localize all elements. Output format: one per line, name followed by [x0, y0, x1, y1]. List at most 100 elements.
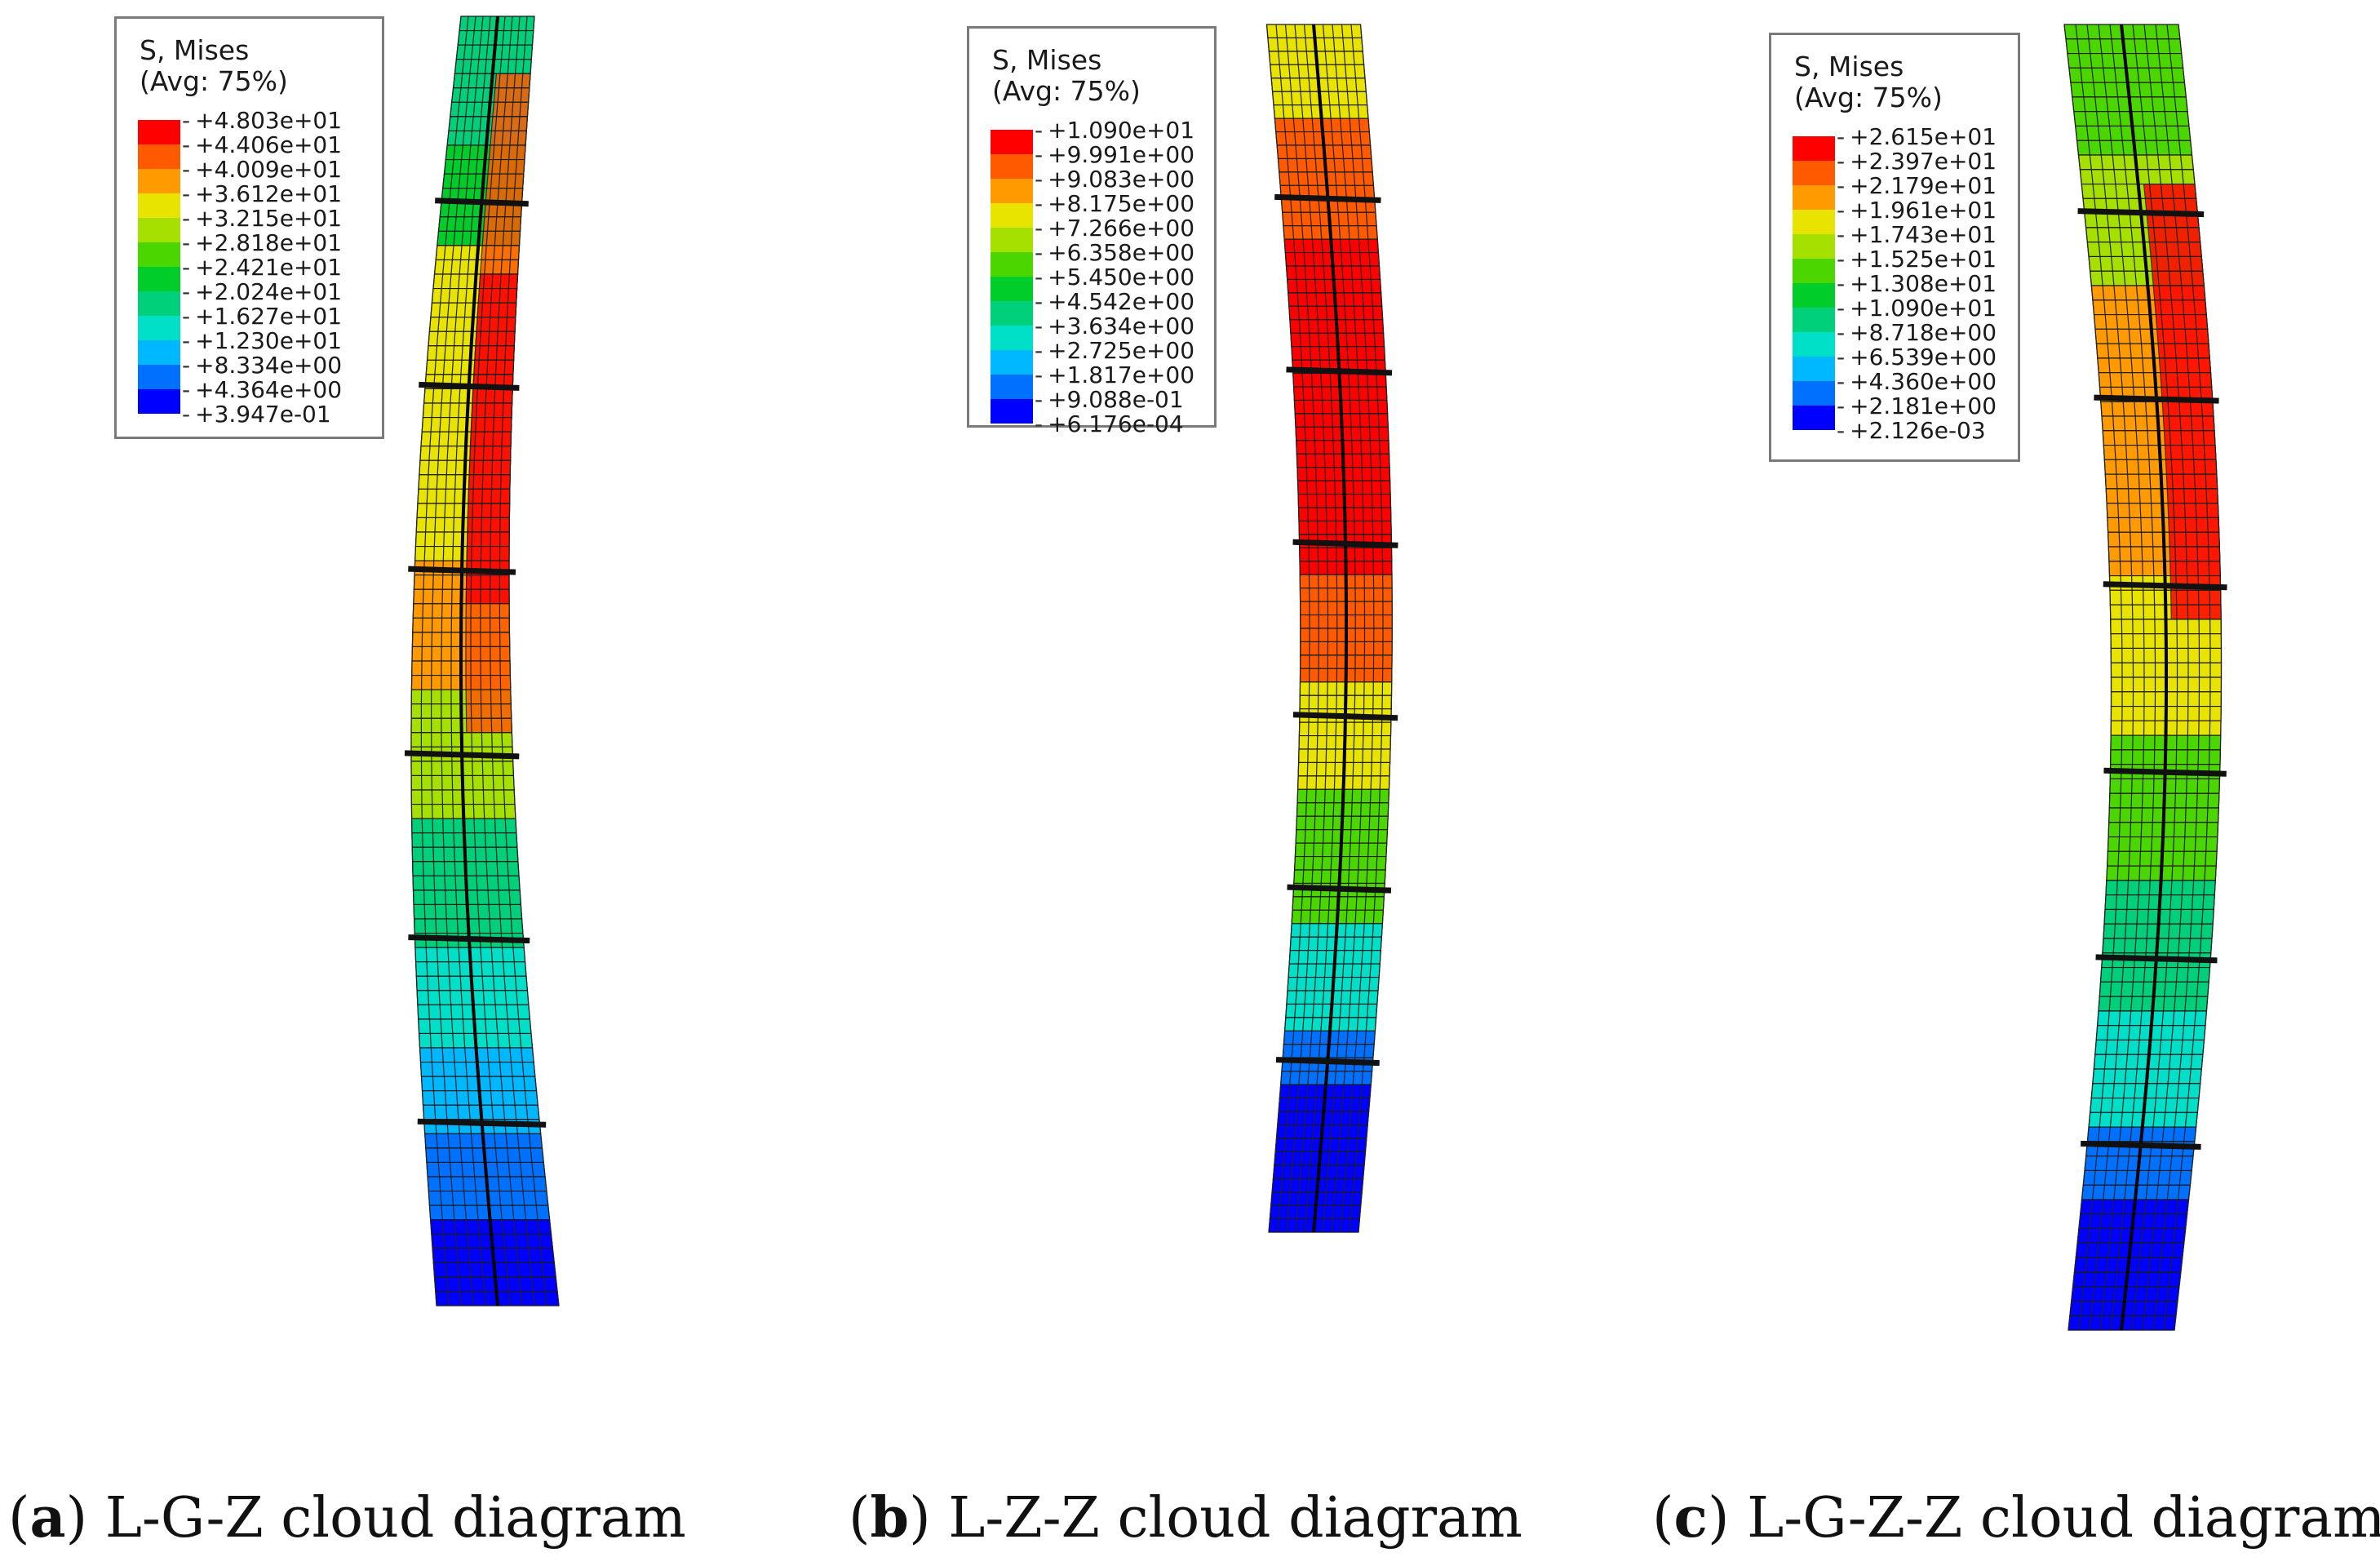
- caption-letter: a: [29, 1485, 66, 1550]
- legend-swatch: [1793, 308, 1835, 332]
- stress-hotspot: [2170, 604, 2222, 620]
- legend-value: +2.818e+01: [182, 231, 342, 255]
- panel-a: S, Mises (Avg: 75%) +4.803e+01 +4.406e+0…: [0, 0, 800, 1566]
- mesh-line: [1358, 24, 1393, 1233]
- mesh-line: [1340, 24, 1375, 1233]
- batten-plate: [1292, 539, 1398, 548]
- stress-hotspot: [2143, 183, 2197, 199]
- column-contour-b: [1265, 24, 1398, 1233]
- legend-value: +3.947e-01: [182, 402, 342, 427]
- batten-plate: [2103, 581, 2227, 591]
- legend-swatch: [138, 389, 180, 414]
- legend-value: +4.406e+01: [182, 133, 342, 157]
- stress-hotspot: [2154, 299, 2207, 316]
- legend-value: +4.542e+00: [1035, 290, 1194, 314]
- legend-value: +2.126e-03: [1837, 419, 1997, 443]
- legend-value: +1.961e+01: [1837, 198, 1997, 223]
- stress-hotspot: [2169, 546, 2221, 562]
- legend-swatch: [1793, 259, 1835, 283]
- legend-swatch: [991, 130, 1033, 154]
- legend-swatch: [138, 169, 180, 193]
- caption-text: L-G-Z cloud diagram: [104, 1486, 686, 1550]
- legend-swatch: [1793, 234, 1835, 259]
- mesh-line: [1312, 24, 1348, 1233]
- batten-plate: [404, 750, 520, 760]
- batten-plate: [417, 1118, 547, 1128]
- mesh-line: [431, 16, 476, 1306]
- mesh-line: [459, 16, 499, 1306]
- legend-value: +2.615e+01: [1837, 125, 1997, 149]
- mesh-line: [410, 16, 462, 1306]
- stress-hotspot: [2147, 227, 2201, 243]
- legend-swatch: [991, 375, 1033, 399]
- legend-value: +2.181e+00: [1837, 394, 1997, 419]
- mesh-line: [499, 16, 547, 1306]
- stress-hotspot: [2167, 503, 2219, 519]
- legend-swatch: [991, 179, 1033, 203]
- batten-plate: [435, 197, 529, 207]
- legend-value: +6.539e+00: [1837, 345, 1997, 370]
- legend-swatch: [991, 203, 1033, 228]
- stress-hotspot: [2158, 357, 2212, 374]
- legend-color-bar: [991, 130, 1033, 424]
- legend-subtitle: (Avg: 75%): [140, 65, 288, 97]
- batten-plate: [2095, 954, 2218, 964]
- legend-value: +2.421e+01: [182, 255, 342, 280]
- legend-title: S, Mises: [140, 34, 250, 66]
- legend-value: +1.743e+01: [1837, 223, 1997, 247]
- stress-hotspot: [2162, 415, 2215, 432]
- caption-b: (b) L-Z-Z cloud diagram: [849, 1485, 1523, 1550]
- legend-value: +8.175e+00: [1035, 192, 1194, 216]
- batten-plate: [419, 381, 520, 391]
- legend-swatch: [138, 120, 180, 144]
- legend-value: +4.803e+01: [182, 109, 342, 133]
- mesh-line: [420, 16, 469, 1306]
- legend-swatch: [991, 228, 1033, 252]
- legend-value: +6.176e-04: [1035, 412, 1194, 437]
- stress-hotspot: [2168, 531, 2220, 548]
- column-contour-c: [2063, 24, 2227, 1331]
- legend-values: +4.803e+01 +4.406e+01 +4.009e+01 +3.612e…: [182, 109, 342, 427]
- legend-value: +4.360e+00: [1837, 370, 1997, 394]
- mesh-line: [2063, 24, 2112, 1331]
- caption-letter: c: [1673, 1485, 1708, 1550]
- legend-swatch: [1793, 357, 1835, 381]
- mesh-line: [1294, 24, 1329, 1233]
- legend-value: +1.090e+01: [1837, 296, 1997, 321]
- batten-plate: [1274, 193, 1381, 203]
- batten-plate: [1286, 366, 1393, 376]
- batten-plate: [1275, 1057, 1380, 1067]
- legend-value: +4.364e+00: [182, 378, 342, 402]
- batten-plate: [1287, 884, 1392, 894]
- stress-hotspot: [2161, 401, 2214, 417]
- mesh-line: [1331, 24, 1366, 1233]
- legend-title: S, Mises: [1794, 51, 1904, 82]
- legend-swatch: [991, 350, 1033, 375]
- mesh-line: [2131, 24, 2178, 1331]
- legend-value: +7.266e+00: [1035, 216, 1194, 241]
- legend-values: +1.090e+01 +9.991e+00 +9.083e+00 +8.175e…: [1035, 118, 1194, 437]
- legend-value: +3.634e+00: [1035, 314, 1194, 339]
- legend-swatch: [991, 277, 1033, 301]
- legend-box: S, Mises (Avg: 75%) +2.615e+01 +2.397e+0…: [1769, 33, 2020, 462]
- mesh-line: [1284, 24, 1319, 1233]
- legend-swatch: [138, 316, 180, 340]
- legend-swatch: [138, 242, 180, 267]
- mesh-line: [2075, 24, 2123, 1331]
- batten-plate: [2103, 767, 2227, 777]
- legend-swatch: [1793, 210, 1835, 234]
- legend-value: +2.725e+00: [1035, 339, 1194, 363]
- stress-hotspot: [2155, 313, 2209, 330]
- legend-subtitle: (Avg: 75%): [1794, 82, 1943, 113]
- stress-hotspot: [2152, 270, 2205, 286]
- mesh-line: [470, 16, 511, 1306]
- legend-swatch: [991, 154, 1033, 179]
- legend-color-bar: [138, 120, 180, 414]
- caption-letter: b: [870, 1485, 910, 1550]
- stress-hotspot: [2165, 459, 2218, 475]
- legend-value: +1.817e+00: [1035, 363, 1194, 388]
- legend-swatch: [1793, 161, 1835, 185]
- mesh-line: [2086, 24, 2134, 1331]
- mesh-line: [2174, 24, 2223, 1331]
